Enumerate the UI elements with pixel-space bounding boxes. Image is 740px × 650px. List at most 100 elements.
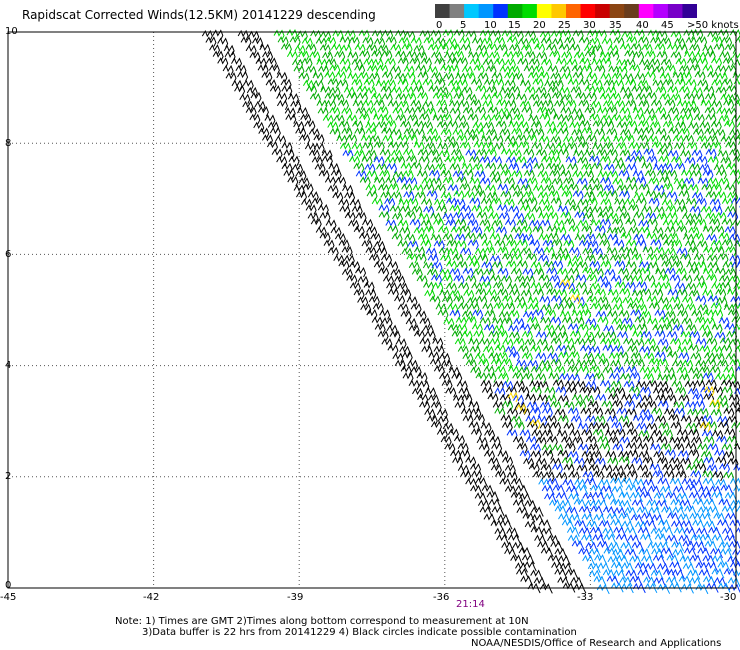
wind-barb (731, 315, 740, 327)
wind-barb (430, 401, 442, 412)
wind-barb (381, 338, 393, 349)
wind-barb (449, 268, 461, 279)
wind-barb (539, 112, 551, 124)
wind-barb (427, 43, 439, 55)
wind-barb (713, 352, 725, 364)
wind-barb (381, 92, 393, 104)
wind-barb (723, 407, 735, 418)
wind-barb (478, 358, 490, 369)
wind-barb (685, 78, 697, 90)
wind-barb (313, 133, 325, 145)
wind-barb (338, 120, 350, 131)
wind-barb (682, 359, 694, 370)
wind-barb (627, 534, 641, 545)
wind-barb (535, 86, 547, 97)
wind-barb (726, 288, 738, 299)
wind-barb (472, 268, 484, 279)
wind-barb (714, 373, 726, 384)
wind-barb (581, 205, 593, 217)
wind-barb (501, 275, 512, 286)
wind-barb (400, 162, 412, 173)
wind-barb (410, 99, 422, 111)
scale-swatch-13 (624, 4, 640, 18)
wind-barb (478, 443, 490, 454)
wind-barb (672, 134, 684, 146)
wind-barb (529, 323, 541, 334)
wind-barb (580, 309, 592, 320)
wind-barb (440, 191, 452, 203)
wind-barb (584, 415, 596, 426)
wind-barb (707, 135, 719, 146)
wind-barb (602, 568, 616, 580)
wind-barb (347, 51, 359, 62)
wind-barb (541, 58, 553, 69)
wind-barb (394, 359, 406, 370)
wind-barb (639, 267, 651, 278)
wind-barb (300, 113, 312, 124)
wind-barb (545, 414, 557, 426)
wind-barb (467, 239, 479, 250)
wind-barb (592, 533, 606, 545)
wind-barb (584, 477, 598, 488)
wind-barb (399, 205, 411, 216)
wind-barb (540, 177, 552, 188)
wind-barb (506, 527, 520, 538)
wind-barb (453, 274, 465, 285)
wind-barb (262, 134, 273, 145)
wind-barb (600, 57, 612, 68)
wind-barb (706, 254, 718, 265)
wind-barb (711, 35, 723, 47)
wind-barb (497, 246, 509, 257)
wind-barb (344, 191, 356, 202)
wind-barb (621, 30, 633, 41)
wind-barb (619, 211, 631, 223)
wind-barb (473, 64, 485, 75)
wind-barb (410, 36, 422, 48)
wind-barb (325, 58, 337, 69)
wind-barb (666, 554, 680, 565)
wind-barb (469, 177, 481, 188)
note-line-1: Note: 1) Times are GMT 2)Times along bot… (115, 616, 529, 627)
wind-barb (693, 113, 705, 125)
wind-barb (640, 330, 652, 342)
wind-barb (541, 365, 553, 376)
wind-barb (406, 253, 418, 264)
wind-barb (656, 169, 668, 180)
wind-barb (641, 205, 653, 216)
wind-barb (490, 197, 502, 208)
wind-barb (416, 170, 428, 181)
wind-barb (462, 168, 474, 180)
wind-barb (630, 149, 642, 161)
scale-label-8: 40 (636, 20, 649, 31)
wind-barb (363, 78, 375, 89)
wind-barb (484, 184, 496, 195)
wind-barb (641, 85, 653, 96)
wind-barb (701, 414, 713, 426)
wind-barb (626, 428, 638, 439)
wind-barb (376, 246, 388, 258)
wind-barb (543, 260, 555, 271)
wind-barb (666, 350, 678, 362)
wind-barb (539, 295, 551, 307)
wind-barb (551, 463, 563, 474)
wind-barb (730, 295, 740, 307)
wind-barb (532, 225, 544, 236)
wind-barb (591, 58, 603, 69)
wind-barb (664, 247, 676, 259)
wind-barb (552, 443, 564, 455)
wind-barb (666, 211, 678, 223)
wind-barb (684, 380, 696, 391)
wind-barb (430, 134, 442, 146)
wind-barb (546, 267, 558, 278)
wind-barb (619, 149, 631, 160)
wind-barb (604, 408, 616, 419)
wind-barb (582, 470, 594, 482)
wind-barb (641, 471, 653, 482)
wind-barb (605, 450, 617, 461)
wind-barb (539, 422, 551, 433)
wind-barb (638, 58, 650, 70)
wind-barb (369, 135, 381, 146)
wind-barb (727, 457, 739, 469)
wind-barb (538, 274, 550, 285)
wind-barb (424, 408, 436, 419)
